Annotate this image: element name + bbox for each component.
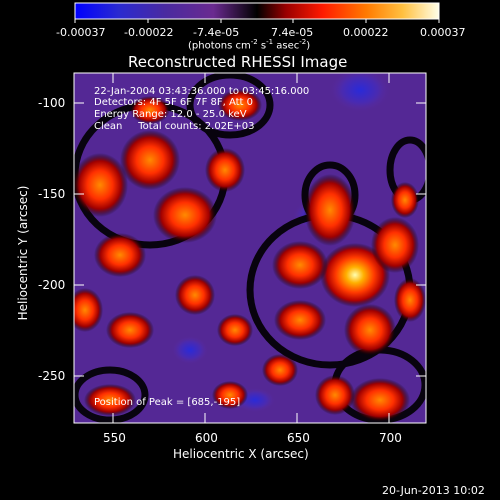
colorbar <box>74 2 440 20</box>
x-tick-label: 650 <box>287 431 310 445</box>
y-axis-label: Heliocentric Y (arcsec) <box>16 185 30 321</box>
colorbar-tick-label: 0.00037 <box>420 26 466 39</box>
annotation-clean-counts: Clean Total counts: 2.02E+03 <box>94 121 255 132</box>
y-axis-ticks <box>74 102 426 377</box>
y-tick-label: -150 <box>38 187 66 201</box>
x-tick-label: 700 <box>379 431 402 445</box>
colorbar-tick-label: -0.00037 <box>56 26 106 39</box>
annotation-detectors: Detectors: 4F 5F 6F 7F 8F, Att 0 <box>94 97 254 108</box>
footer-timestamp: 20-Jun-2013 10:02 <box>382 484 485 497</box>
x-tick-label: 550 <box>103 431 126 445</box>
colorbar-tick-label: 0.00022 <box>343 26 389 39</box>
heatmap-image <box>74 73 426 423</box>
x-axis-label: Heliocentric X (arcsec) <box>173 447 309 461</box>
colorbar-unit-label: (photons cm-2 s-1 asec-2) <box>188 38 311 52</box>
annotation-energy-range: Energy Range: 12.0 - 25.0 keV <box>94 109 247 120</box>
colorbar-tick-label: -7.4e-05 <box>193 26 240 39</box>
x-axis-ticks <box>112 73 390 423</box>
colorbar-ticks <box>74 19 440 23</box>
x-tick-label: 600 <box>195 431 218 445</box>
y-tick-label: -200 <box>38 278 66 292</box>
colorbar-tick-label: 7.4e-05 <box>271 26 314 39</box>
y-tick-label: -100 <box>38 96 66 110</box>
plot-frame <box>73 72 427 424</box>
colorbar-tick-label: -0.00022 <box>124 26 174 39</box>
plot-title: Reconstructed RHESSI Image <box>128 53 348 71</box>
y-tick-label: -250 <box>38 369 66 383</box>
peak-position-label: Position of Peak = [685,-195] <box>94 397 241 408</box>
annotation-time-range: 22-Jan-2004 03:43:36.000 to 03:45:16.000 <box>94 86 310 97</box>
